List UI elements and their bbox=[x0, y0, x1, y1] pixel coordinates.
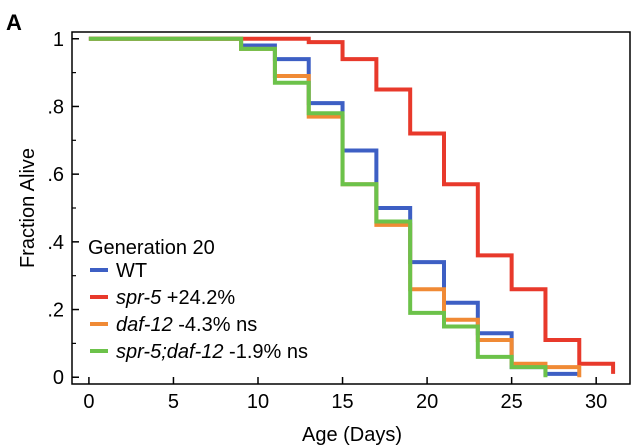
y-axis-title: Fraction Alive bbox=[17, 148, 39, 268]
x-tick-label: 0 bbox=[83, 391, 94, 413]
x-tick-label: 25 bbox=[501, 391, 523, 413]
y-tick-label: .8 bbox=[47, 96, 64, 118]
legend-label-wt: WT bbox=[116, 260, 147, 282]
legend-label-daf-12: daf-12 -4.3% ns bbox=[116, 314, 257, 336]
panel-label: A bbox=[6, 10, 22, 35]
series-line-spr-5-daf-12 bbox=[88, 36, 548, 378]
y-tick-label: .2 bbox=[47, 300, 64, 322]
x-tick-label: 15 bbox=[331, 391, 353, 413]
series-layer bbox=[88, 36, 616, 378]
legend-title: Generation 20 bbox=[88, 237, 215, 259]
legend-label-spr-5: spr-5 +24.2% bbox=[116, 287, 235, 309]
x-axis-title: Age (Days) bbox=[302, 424, 402, 446]
series-line-spr-5 bbox=[88, 36, 616, 374]
y-tick-label: 1 bbox=[53, 29, 64, 51]
x-tick-label: 5 bbox=[168, 391, 179, 413]
y-tick-label: .6 bbox=[47, 164, 64, 186]
y-tick-label: 0 bbox=[53, 367, 64, 389]
x-tick-label: 20 bbox=[416, 391, 438, 413]
x-tick-label: 30 bbox=[585, 391, 607, 413]
legend: Generation 20 WT spr-5 +24.2% daf-12 -4.3%… bbox=[88, 237, 308, 363]
axis-layer: 0 5 10 15 20 25 30 0 .2 .4 .6 .8 1 bbox=[47, 29, 607, 413]
y-tick-label: .4 bbox=[47, 232, 64, 254]
legend-label-spr-5-daf-12: spr-5;daf-12 -1.9% ns bbox=[116, 341, 308, 363]
x-tick-label: 10 bbox=[247, 391, 269, 413]
